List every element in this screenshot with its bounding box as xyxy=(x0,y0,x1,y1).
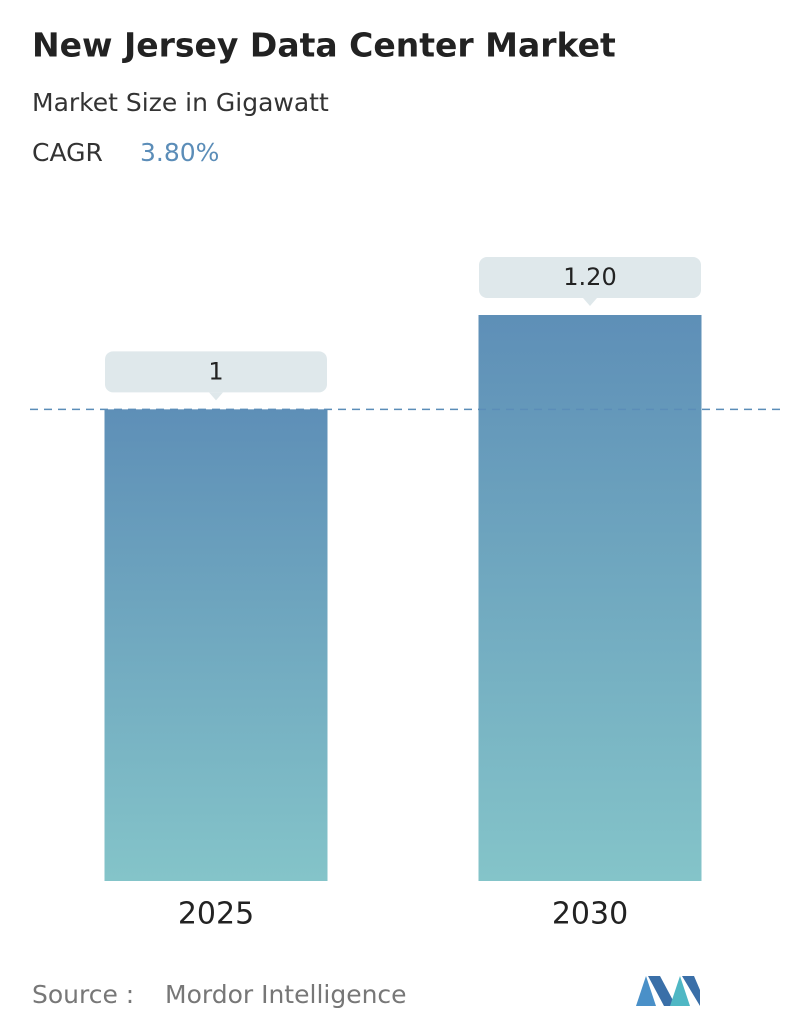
logo xyxy=(636,976,700,1006)
cagr-value: 3.80% xyxy=(140,138,219,167)
value-label: 1.20 xyxy=(563,263,616,291)
value-label-pointer xyxy=(209,392,223,401)
bar xyxy=(104,409,328,881)
source-label: Source : xyxy=(32,980,134,1009)
x-tick-label: 2030 xyxy=(552,897,628,932)
value-label-bubble xyxy=(105,351,327,393)
source: Mordor Intelligence xyxy=(165,980,407,1009)
plot: 1 2025 1.20 2030 xyxy=(30,257,782,932)
cagr-label: CAGR xyxy=(32,138,103,167)
chart-title: New Jersey Data Center Market xyxy=(32,26,616,65)
value-label: 1 xyxy=(208,357,223,385)
value-label-bubble xyxy=(479,257,701,298)
chart-subtitle: Market Size in Gigawatt xyxy=(32,88,329,117)
value-label-pointer xyxy=(583,298,597,306)
bar xyxy=(478,315,702,881)
x-tick-label: 2025 xyxy=(178,897,254,932)
